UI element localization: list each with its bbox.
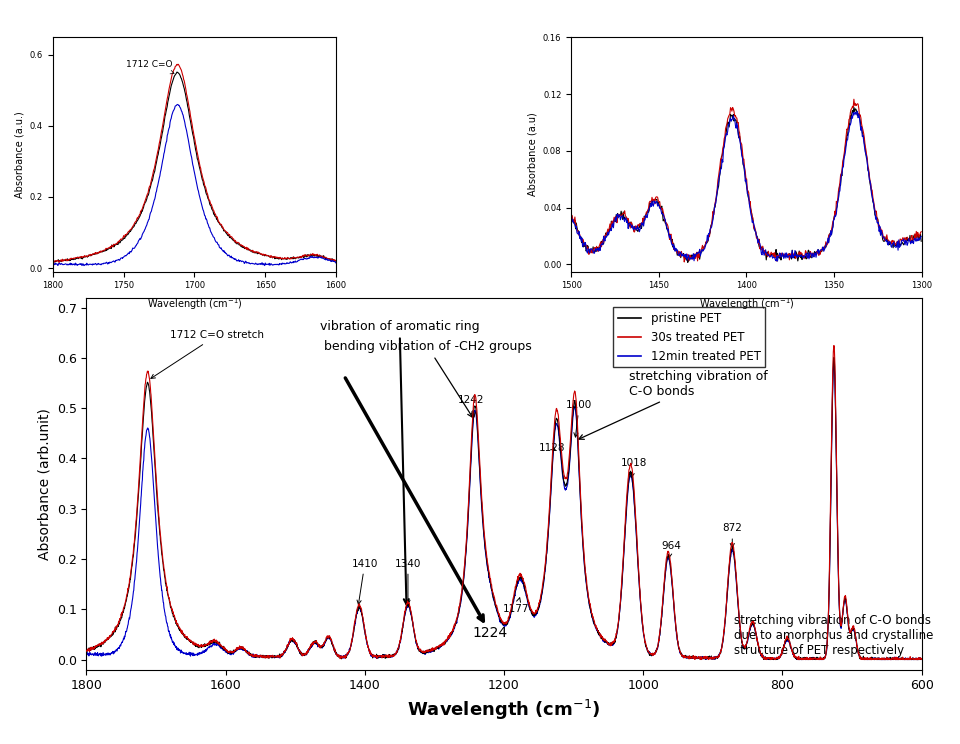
Text: stretching vibration of C-O bonds
due to amorphous and crystalline
structure of : stretching vibration of C-O bonds due to… (733, 615, 933, 657)
Text: 1128: 1128 (539, 443, 565, 453)
Text: 872: 872 (722, 523, 742, 548)
X-axis label: Wavelength (cm$^{-1}$): Wavelength (cm$^{-1}$) (407, 698, 601, 722)
Text: 1712 C=O: 1712 C=O (127, 60, 174, 74)
Text: bending vibration of -CH2 groups: bending vibration of -CH2 groups (324, 340, 531, 417)
Y-axis label: Absorbance (a.u): Absorbance (a.u) (527, 112, 538, 196)
Text: vibration of aromatic ring: vibration of aromatic ring (320, 320, 479, 604)
Text: 1224: 1224 (472, 626, 508, 640)
Y-axis label: Absorbance (arb.unit): Absorbance (arb.unit) (37, 408, 51, 559)
Y-axis label: Absorbance (a.u.): Absorbance (a.u.) (14, 111, 24, 198)
X-axis label: Wavelength (cm$^{-1}$): Wavelength (cm$^{-1}$) (699, 296, 794, 312)
Text: 1340: 1340 (395, 559, 421, 604)
Text: 1018: 1018 (621, 458, 647, 478)
Text: 964: 964 (661, 541, 681, 558)
Text: 1410: 1410 (351, 559, 378, 604)
Text: 1177: 1177 (503, 597, 530, 614)
Text: 1242: 1242 (457, 395, 484, 417)
X-axis label: Wavelength (cm$^{-1}$): Wavelength (cm$^{-1}$) (147, 296, 242, 312)
Text: 1100: 1100 (566, 400, 592, 437)
Legend: pristine PET, 30s treated PET, 12min treated PET: pristine PET, 30s treated PET, 12min tre… (612, 307, 765, 368)
Text: stretching vibration of
C-O bonds: stretching vibration of C-O bonds (579, 371, 768, 439)
Text: 1712 C=O stretch: 1712 C=O stretch (151, 330, 264, 379)
